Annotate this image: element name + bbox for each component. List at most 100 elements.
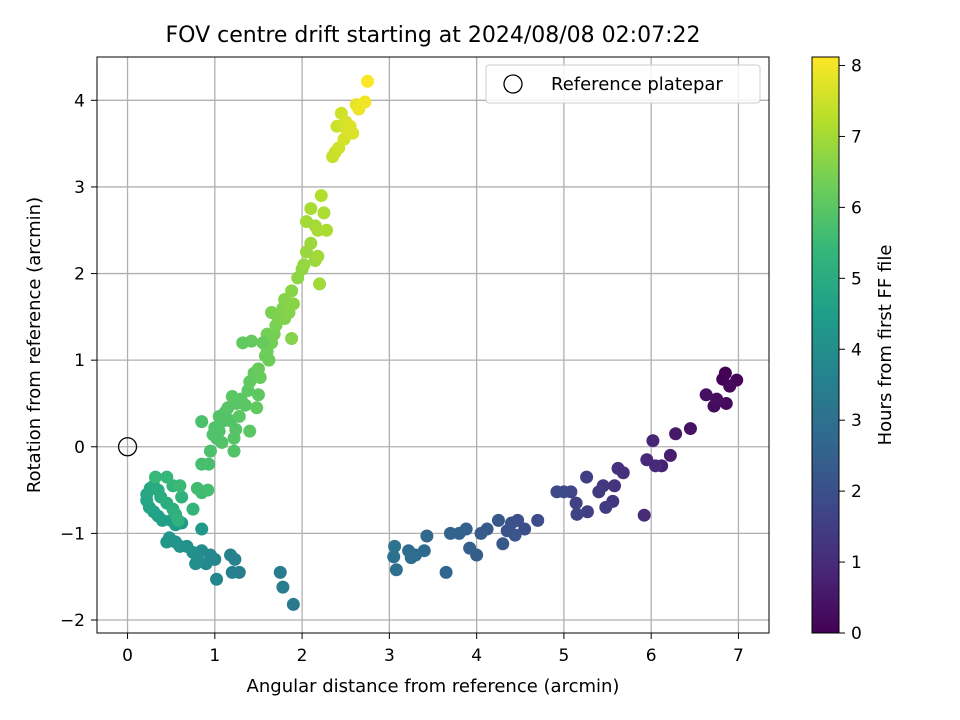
data-point <box>206 428 220 442</box>
data-point <box>224 548 238 562</box>
x-tick-label: 0 <box>122 646 133 666</box>
data-point <box>358 95 372 109</box>
data-point <box>304 236 318 250</box>
data-point <box>580 505 594 519</box>
data-point <box>286 297 300 311</box>
x-tick-label: 3 <box>384 646 395 666</box>
data-point <box>669 427 683 441</box>
legend-marker <box>503 74 523 94</box>
data-point <box>210 572 224 586</box>
y-axis-label: Rotation from reference (arcmin) <box>24 197 45 493</box>
data-point <box>225 390 239 404</box>
data-point <box>273 565 287 579</box>
data-point <box>212 409 226 423</box>
axis-ticks: 0 1 2 3 4 5 6 7 −2 −1 0 1 2 3 4 <box>60 91 744 666</box>
data-point <box>297 258 311 272</box>
data-point <box>285 284 299 298</box>
data-point <box>243 424 257 438</box>
data-point <box>592 485 606 499</box>
data-point <box>195 522 209 536</box>
data-point <box>189 557 203 571</box>
data-point <box>313 277 327 291</box>
data-point <box>186 502 200 516</box>
data-point <box>173 479 187 493</box>
data-point <box>238 398 252 412</box>
data-point <box>160 535 174 549</box>
data-point <box>314 189 328 203</box>
data-point <box>227 444 241 458</box>
data-point <box>215 435 229 449</box>
data-point <box>699 388 713 402</box>
y-tick-label: 1 <box>74 351 85 371</box>
y-tick-label: 0 <box>74 438 85 458</box>
data-point <box>148 470 162 484</box>
colorbar-tick-label: 2 <box>851 482 862 502</box>
data-point <box>569 496 583 510</box>
x-tick-label: 7 <box>733 646 744 666</box>
y-tick-label: −1 <box>60 524 85 544</box>
colorbar-tick-label: 4 <box>851 340 862 360</box>
data-point <box>404 551 418 565</box>
data-point <box>646 434 660 448</box>
data-point <box>474 526 488 540</box>
data-point <box>389 563 403 577</box>
data-point <box>203 444 217 458</box>
colorbar-tick-label: 1 <box>851 553 862 573</box>
y-tick-label: 3 <box>74 178 85 198</box>
data-point <box>256 336 270 350</box>
data-point <box>225 565 239 579</box>
data-point <box>253 370 267 384</box>
data-point <box>285 332 299 346</box>
data-point <box>723 379 737 393</box>
data-point <box>443 526 457 540</box>
data-point <box>229 422 243 436</box>
x-tick-label: 4 <box>471 646 482 666</box>
data-point <box>286 597 300 611</box>
data-point <box>420 529 434 543</box>
data-point <box>160 470 174 484</box>
data-point <box>580 470 594 484</box>
data-point <box>311 249 325 263</box>
data-point <box>171 513 185 527</box>
x-tick-label: 2 <box>297 646 308 666</box>
data-point <box>202 457 216 471</box>
data-point <box>570 507 584 521</box>
data-points <box>140 74 744 611</box>
reference-platepar-marker <box>117 437 138 457</box>
data-point <box>649 459 663 473</box>
data-point <box>518 522 532 536</box>
data-point <box>317 206 331 220</box>
data-point <box>251 388 265 402</box>
data-point <box>683 422 697 436</box>
data-point <box>637 508 651 522</box>
data-point <box>195 415 209 429</box>
colorbar-tick-label: 5 <box>851 269 862 289</box>
colorbar-tick-label: 8 <box>851 57 862 77</box>
data-point <box>304 202 318 216</box>
x-tick-label: 1 <box>209 646 220 666</box>
colorbar-tick-label: 6 <box>851 198 862 218</box>
data-point <box>388 539 402 553</box>
colorbar-tick-label: 3 <box>851 411 862 431</box>
data-point <box>531 513 545 527</box>
data-point <box>190 481 204 495</box>
plot-frame <box>96 56 770 634</box>
data-point <box>361 74 375 88</box>
data-point <box>320 223 334 237</box>
data-point <box>221 401 235 415</box>
data-point <box>262 353 276 367</box>
x-axis-label: Angular distance from reference (arcmin) <box>247 676 620 697</box>
colorbar-tick-label: 0 <box>851 624 862 644</box>
x-tick-label: 6 <box>646 646 657 666</box>
data-point <box>463 541 477 555</box>
data-point <box>201 483 215 497</box>
legend: Reference platepar <box>485 64 761 104</box>
data-point <box>250 401 264 415</box>
colorbar-label: Hours from first FF file <box>875 245 896 446</box>
colorbar <box>811 56 840 634</box>
data-point <box>508 528 522 542</box>
x-tick-label: 5 <box>558 646 569 666</box>
data-point <box>387 550 401 564</box>
data-point <box>491 513 505 527</box>
data-point <box>550 485 564 499</box>
